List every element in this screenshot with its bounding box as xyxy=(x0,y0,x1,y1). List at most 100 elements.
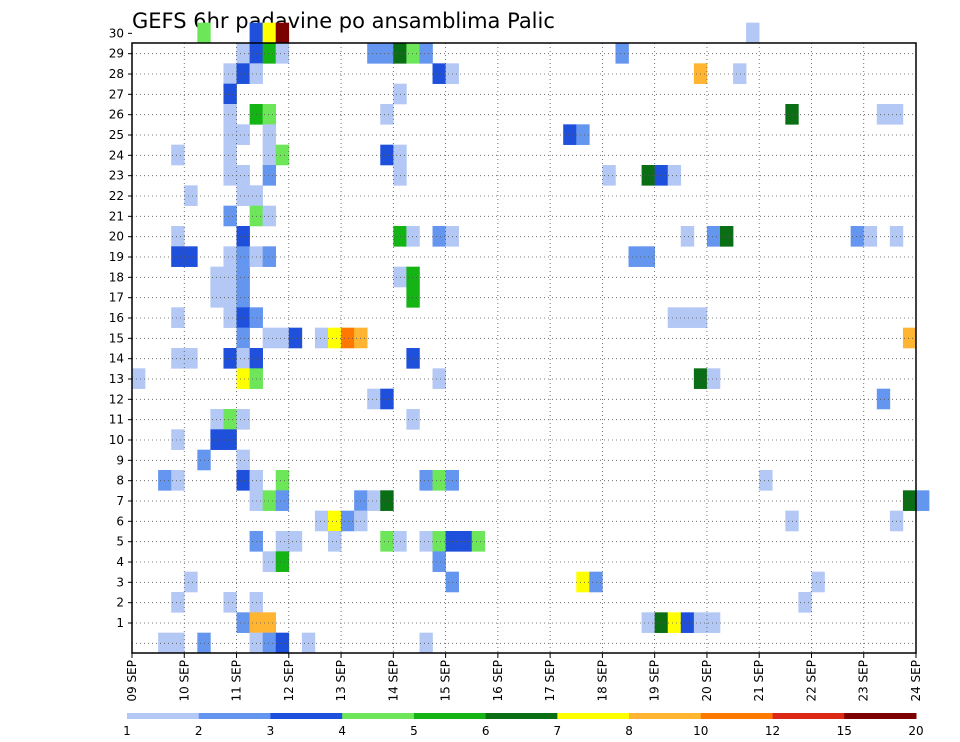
heatmap-cell xyxy=(223,144,237,166)
heatmap-cell xyxy=(223,63,237,84)
heatmap-cell xyxy=(275,632,290,654)
heatmap-cell xyxy=(184,246,198,267)
heatmap-cell xyxy=(184,185,198,206)
colorbar-label: 6 xyxy=(482,724,490,738)
plot-frame xyxy=(131,42,917,654)
heatmap-cell xyxy=(471,531,486,552)
colorbar-swatch xyxy=(485,713,558,719)
colorbar-swatch xyxy=(127,713,200,719)
heatmap-cell xyxy=(184,348,198,369)
heatmap-cell xyxy=(576,571,590,593)
heatmap-cell xyxy=(367,43,381,64)
heatmap-cell xyxy=(916,490,930,511)
heatmap-cells xyxy=(132,22,930,654)
heatmap-cell xyxy=(654,165,669,186)
y-tick-label: 27 xyxy=(109,87,124,101)
colorbar-swatch xyxy=(557,713,630,719)
heatmap-cell xyxy=(275,43,290,64)
colorbar-swatch xyxy=(198,713,271,719)
heatmap-cell xyxy=(223,246,237,267)
heatmap-cell xyxy=(314,327,329,349)
heatmap-cell xyxy=(262,612,277,633)
heatmap-cell xyxy=(171,144,185,166)
heatmap-cell xyxy=(223,266,237,288)
heatmap-cell xyxy=(406,226,420,247)
heatmap-cell xyxy=(458,531,473,552)
heatmap-cell xyxy=(210,266,224,288)
heatmap-cell xyxy=(210,429,224,450)
y-tick-label: 24 xyxy=(109,148,124,162)
colorbar-label: 1 xyxy=(123,724,131,738)
y-tick-label: 21 xyxy=(109,209,124,223)
colorbar-label: 5 xyxy=(410,724,418,738)
y-tick-label: 5 xyxy=(116,535,124,549)
heatmap-cell xyxy=(171,348,185,369)
heatmap-cell xyxy=(262,327,277,349)
heatmap-cell xyxy=(275,531,290,552)
heatmap-cell xyxy=(419,531,433,552)
colorbar-swatch xyxy=(270,713,343,719)
x-tick-label: 09 SEP xyxy=(125,660,139,702)
colorbar-swatch xyxy=(844,713,917,719)
heatmap-cell xyxy=(223,287,237,308)
heatmap-cell xyxy=(262,43,277,64)
y-tick-label: 8 xyxy=(116,474,124,488)
heatmap-cell xyxy=(236,43,250,64)
heatmap-cell xyxy=(680,612,695,633)
y-tick-label: 6 xyxy=(116,514,124,528)
heatmap-cell xyxy=(328,327,342,349)
heatmap-cell xyxy=(720,226,734,247)
heatmap-cell xyxy=(876,388,891,410)
y-tick-label: 10 xyxy=(109,433,124,447)
heatmap-cell xyxy=(171,226,185,247)
y-tick-label: 30 xyxy=(109,26,124,40)
heatmap-cell xyxy=(380,490,394,511)
heatmap-cell xyxy=(236,612,250,633)
y-tick-label: 3 xyxy=(116,575,124,589)
heatmap-cell xyxy=(171,592,185,613)
heatmap-cell xyxy=(210,287,224,308)
heatmap-cell xyxy=(262,205,277,227)
y-axis: 1234567891011121314151617181920212223242… xyxy=(109,26,132,630)
y-tick-label: 14 xyxy=(109,352,124,366)
heatmap-cell xyxy=(667,307,682,328)
heatmap-cell xyxy=(759,470,773,491)
x-tick-label: 18 SEP xyxy=(595,660,609,702)
heatmap-cell xyxy=(236,449,250,471)
heatmap-cell xyxy=(262,124,277,145)
chart-title: GEFS 6hr padavine po ansamblima Palic xyxy=(132,9,555,33)
heatmap-cell xyxy=(706,368,721,389)
x-tick-label: 19 SEP xyxy=(648,660,662,702)
heatmap-cell xyxy=(223,205,237,227)
heatmap-cell xyxy=(262,22,277,44)
heatmap-cell xyxy=(667,165,682,186)
heatmap-cell xyxy=(667,612,682,633)
heatmap-cell xyxy=(171,307,185,328)
y-tick-label: 17 xyxy=(109,291,124,305)
heatmap-cell xyxy=(654,612,669,633)
heatmap-cell xyxy=(341,327,355,349)
heatmap-cell xyxy=(223,124,237,145)
heatmap-cell xyxy=(432,226,446,247)
heatmap-cell xyxy=(171,246,185,267)
heatmap-cell xyxy=(262,104,277,125)
x-tick-label: 22 SEP xyxy=(804,660,818,702)
heatmap-cell xyxy=(275,490,290,511)
heatmap-cell xyxy=(602,165,616,186)
colorbar-label: 12 xyxy=(765,724,780,738)
heatmap-cell xyxy=(236,266,250,288)
colorbar-label: 4 xyxy=(338,724,346,738)
heatmap-cell xyxy=(811,571,825,593)
heatmap-cell xyxy=(798,592,812,613)
heatmap-cell xyxy=(262,165,277,186)
heatmap-cell xyxy=(223,83,237,105)
x-tick-label: 14 SEP xyxy=(386,660,400,702)
heatmap-cell xyxy=(367,490,381,511)
heatmap-cell xyxy=(615,43,629,64)
heatmap-cell xyxy=(236,63,250,84)
heatmap-cell xyxy=(406,43,420,64)
heatmap-cell xyxy=(236,368,250,389)
heatmap-cell xyxy=(132,368,146,389)
heatmap-cell xyxy=(850,226,865,247)
